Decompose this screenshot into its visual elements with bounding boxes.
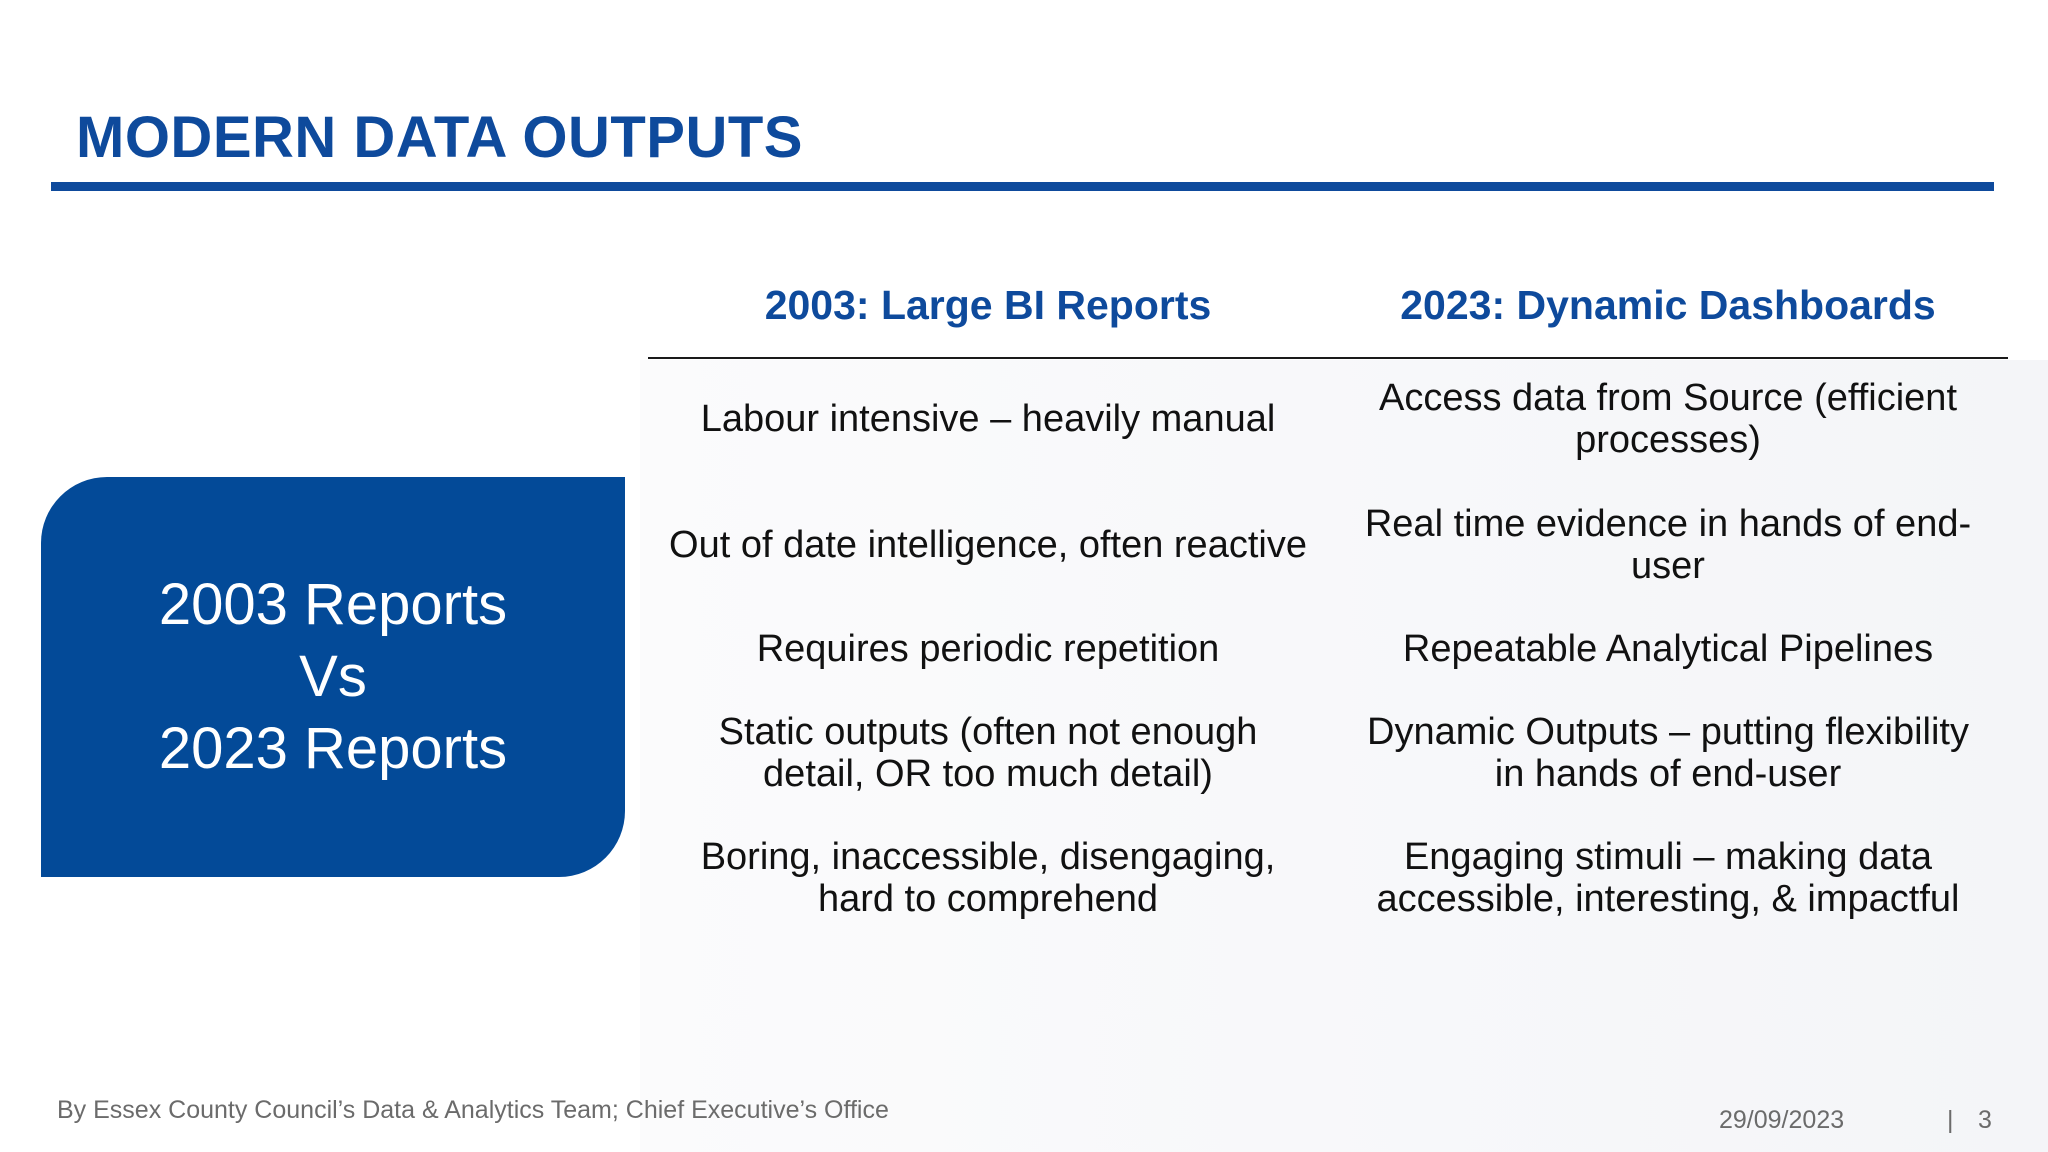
table-cell-2023-row2: Real time evidence in hands of end-user (1364, 503, 1972, 587)
table-cell-2003-row1: Labour intensive – heavily manual (700, 398, 1276, 440)
table-cell-2003-row2: Out of date intelligence, often reactive (669, 524, 1307, 566)
footer-date: 29/09/2023 (1719, 1106, 1845, 1134)
table-cell-2003-row5: Boring, inaccessible, disengaging, hard … (700, 836, 1276, 920)
footer-separator: | (1947, 1106, 1954, 1134)
column-header-2003: 2003: Large BI Reports (764, 282, 1212, 328)
table-background (640, 360, 2048, 1152)
table-cell-2003-row3: Requires periodic repetition (756, 628, 1220, 670)
slide-title: MODERN DATA OUTPUTS (76, 105, 803, 170)
footer-credit: By Essex County Council’s Data & Analyti… (57, 1096, 889, 1124)
callout-line-1: 2003 Reports (158, 572, 508, 637)
callout-line-2: Vs (299, 644, 367, 709)
title-underline (51, 182, 1994, 191)
table-cell-2023-row1: Access data from Source (efficient proce… (1379, 377, 1957, 461)
table-cell-2023-row3: Repeatable Analytical Pipelines (1402, 628, 1934, 670)
table-cell-2003-row4: Static outputs (often not enough detail,… (718, 711, 1258, 795)
callout-line-3: 2023 Reports (158, 716, 508, 781)
column-header-2023: 2023: Dynamic Dashboards (1400, 282, 1936, 328)
table-cell-2023-row5: Engaging stimuli – making data accessibl… (1376, 836, 1960, 920)
table-cell-2023-row4: Dynamic Outputs – putting flexibility in… (1367, 711, 1969, 795)
comparison-callout-box: 2003 Reports Vs 2023 Reports (41, 477, 625, 877)
header-divider (648, 357, 2008, 359)
page-number: 3 (1978, 1106, 1992, 1134)
